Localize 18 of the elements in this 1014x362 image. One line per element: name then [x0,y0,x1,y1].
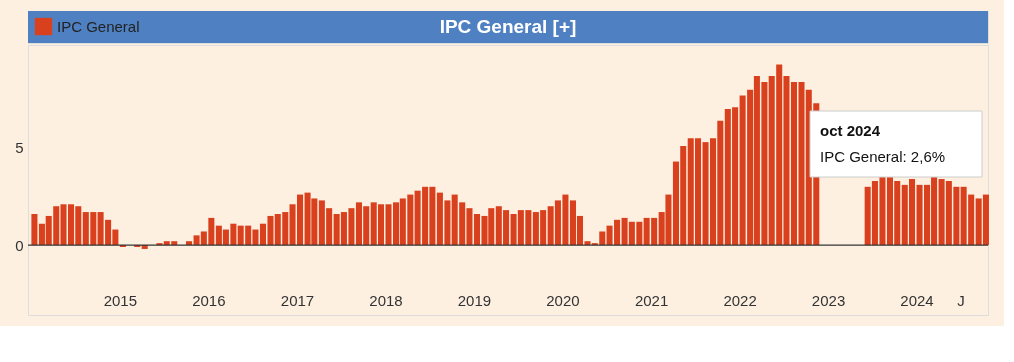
x-tick-label: 2023 [811,291,846,309]
y-tick-label: 5 [15,139,24,157]
x-tick-label: 2022 [723,291,757,309]
x-tick-label: 2019 [457,291,492,309]
annotation: IPC General: 2,6% [820,148,946,165]
x-tick-label: 2024 [900,291,934,309]
x-tick-label: 2017 [280,291,315,309]
bar [31,213,38,246]
x-tick-label: 2018 [369,291,403,309]
x-tick-label: 2020 [546,291,580,309]
chart-title: IPC General [+] [439,16,577,37]
legend-label: IPC General [57,17,140,35]
x-tick-label: 2015 [103,291,138,309]
x-tick-label: 2021 [634,291,669,309]
x-tick-label: J [957,291,965,309]
x-tick-label: 2016 [192,291,226,309]
y-tick-label: 0 [15,236,24,254]
annotation: oct 2024 [820,122,881,139]
